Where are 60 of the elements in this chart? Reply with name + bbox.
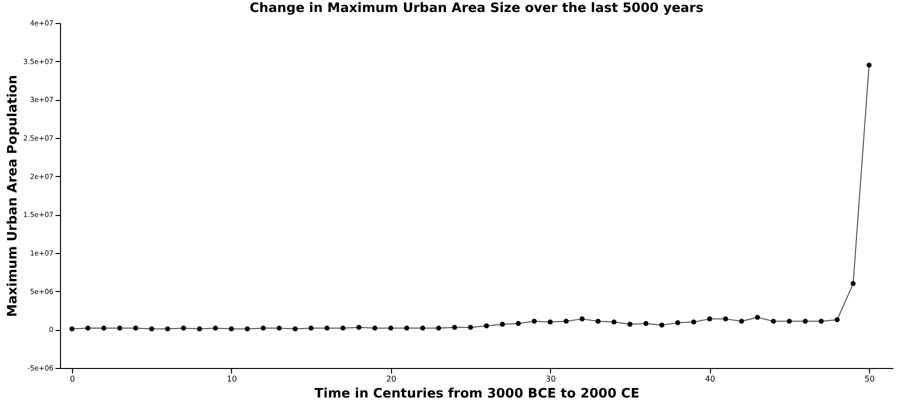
x-tick-label: 10	[226, 374, 237, 384]
point	[548, 320, 553, 324]
point	[165, 326, 170, 332]
point	[276, 326, 282, 331]
point	[292, 326, 298, 332]
point	[85, 326, 90, 331]
point	[324, 326, 330, 331]
point	[197, 326, 202, 332]
point	[452, 324, 458, 330]
point	[739, 318, 744, 324]
point	[866, 62, 872, 68]
point	[260, 326, 266, 331]
x-axis-title: Time in Centuries from 3000 BCE to 2000 CE	[314, 386, 640, 402]
x-tick-label: 30	[546, 374, 556, 384]
point	[723, 316, 728, 322]
point	[516, 321, 521, 326]
point	[484, 323, 489, 328]
point	[802, 318, 808, 324]
point	[372, 326, 378, 331]
point	[420, 326, 426, 331]
point	[101, 326, 106, 331]
point	[69, 326, 74, 332]
point	[181, 326, 186, 331]
point	[436, 326, 442, 331]
point	[786, 318, 792, 324]
point	[770, 318, 776, 324]
chart-title: Change in Maximum Urban Area Size over the last 5000 years	[250, 1, 704, 16]
point	[308, 326, 314, 331]
point	[388, 326, 394, 331]
point	[340, 326, 346, 331]
point	[532, 318, 537, 324]
point	[468, 324, 474, 330]
x-tick-label: 20	[386, 374, 396, 384]
point	[596, 318, 601, 324]
point	[834, 317, 840, 322]
point	[149, 326, 154, 332]
point	[850, 281, 856, 286]
point	[643, 321, 648, 326]
point	[659, 322, 664, 328]
x-tick-label: 0	[70, 374, 76, 384]
point	[244, 326, 250, 332]
point	[212, 326, 218, 331]
point	[133, 326, 138, 331]
point	[627, 322, 632, 327]
point	[707, 316, 712, 322]
point	[356, 324, 362, 330]
x-tick-label: 50	[864, 374, 875, 384]
x-tick-label: 40	[705, 374, 716, 384]
point	[564, 318, 569, 324]
point	[580, 316, 585, 322]
point	[818, 318, 824, 324]
y-axis-title: Maximum Urban Area Population	[5, 75, 20, 317]
point	[612, 320, 617, 324]
point	[675, 320, 680, 326]
point	[691, 320, 696, 324]
point	[500, 322, 505, 327]
point	[754, 314, 760, 320]
point	[228, 326, 234, 332]
point	[117, 326, 122, 331]
point	[404, 326, 410, 331]
